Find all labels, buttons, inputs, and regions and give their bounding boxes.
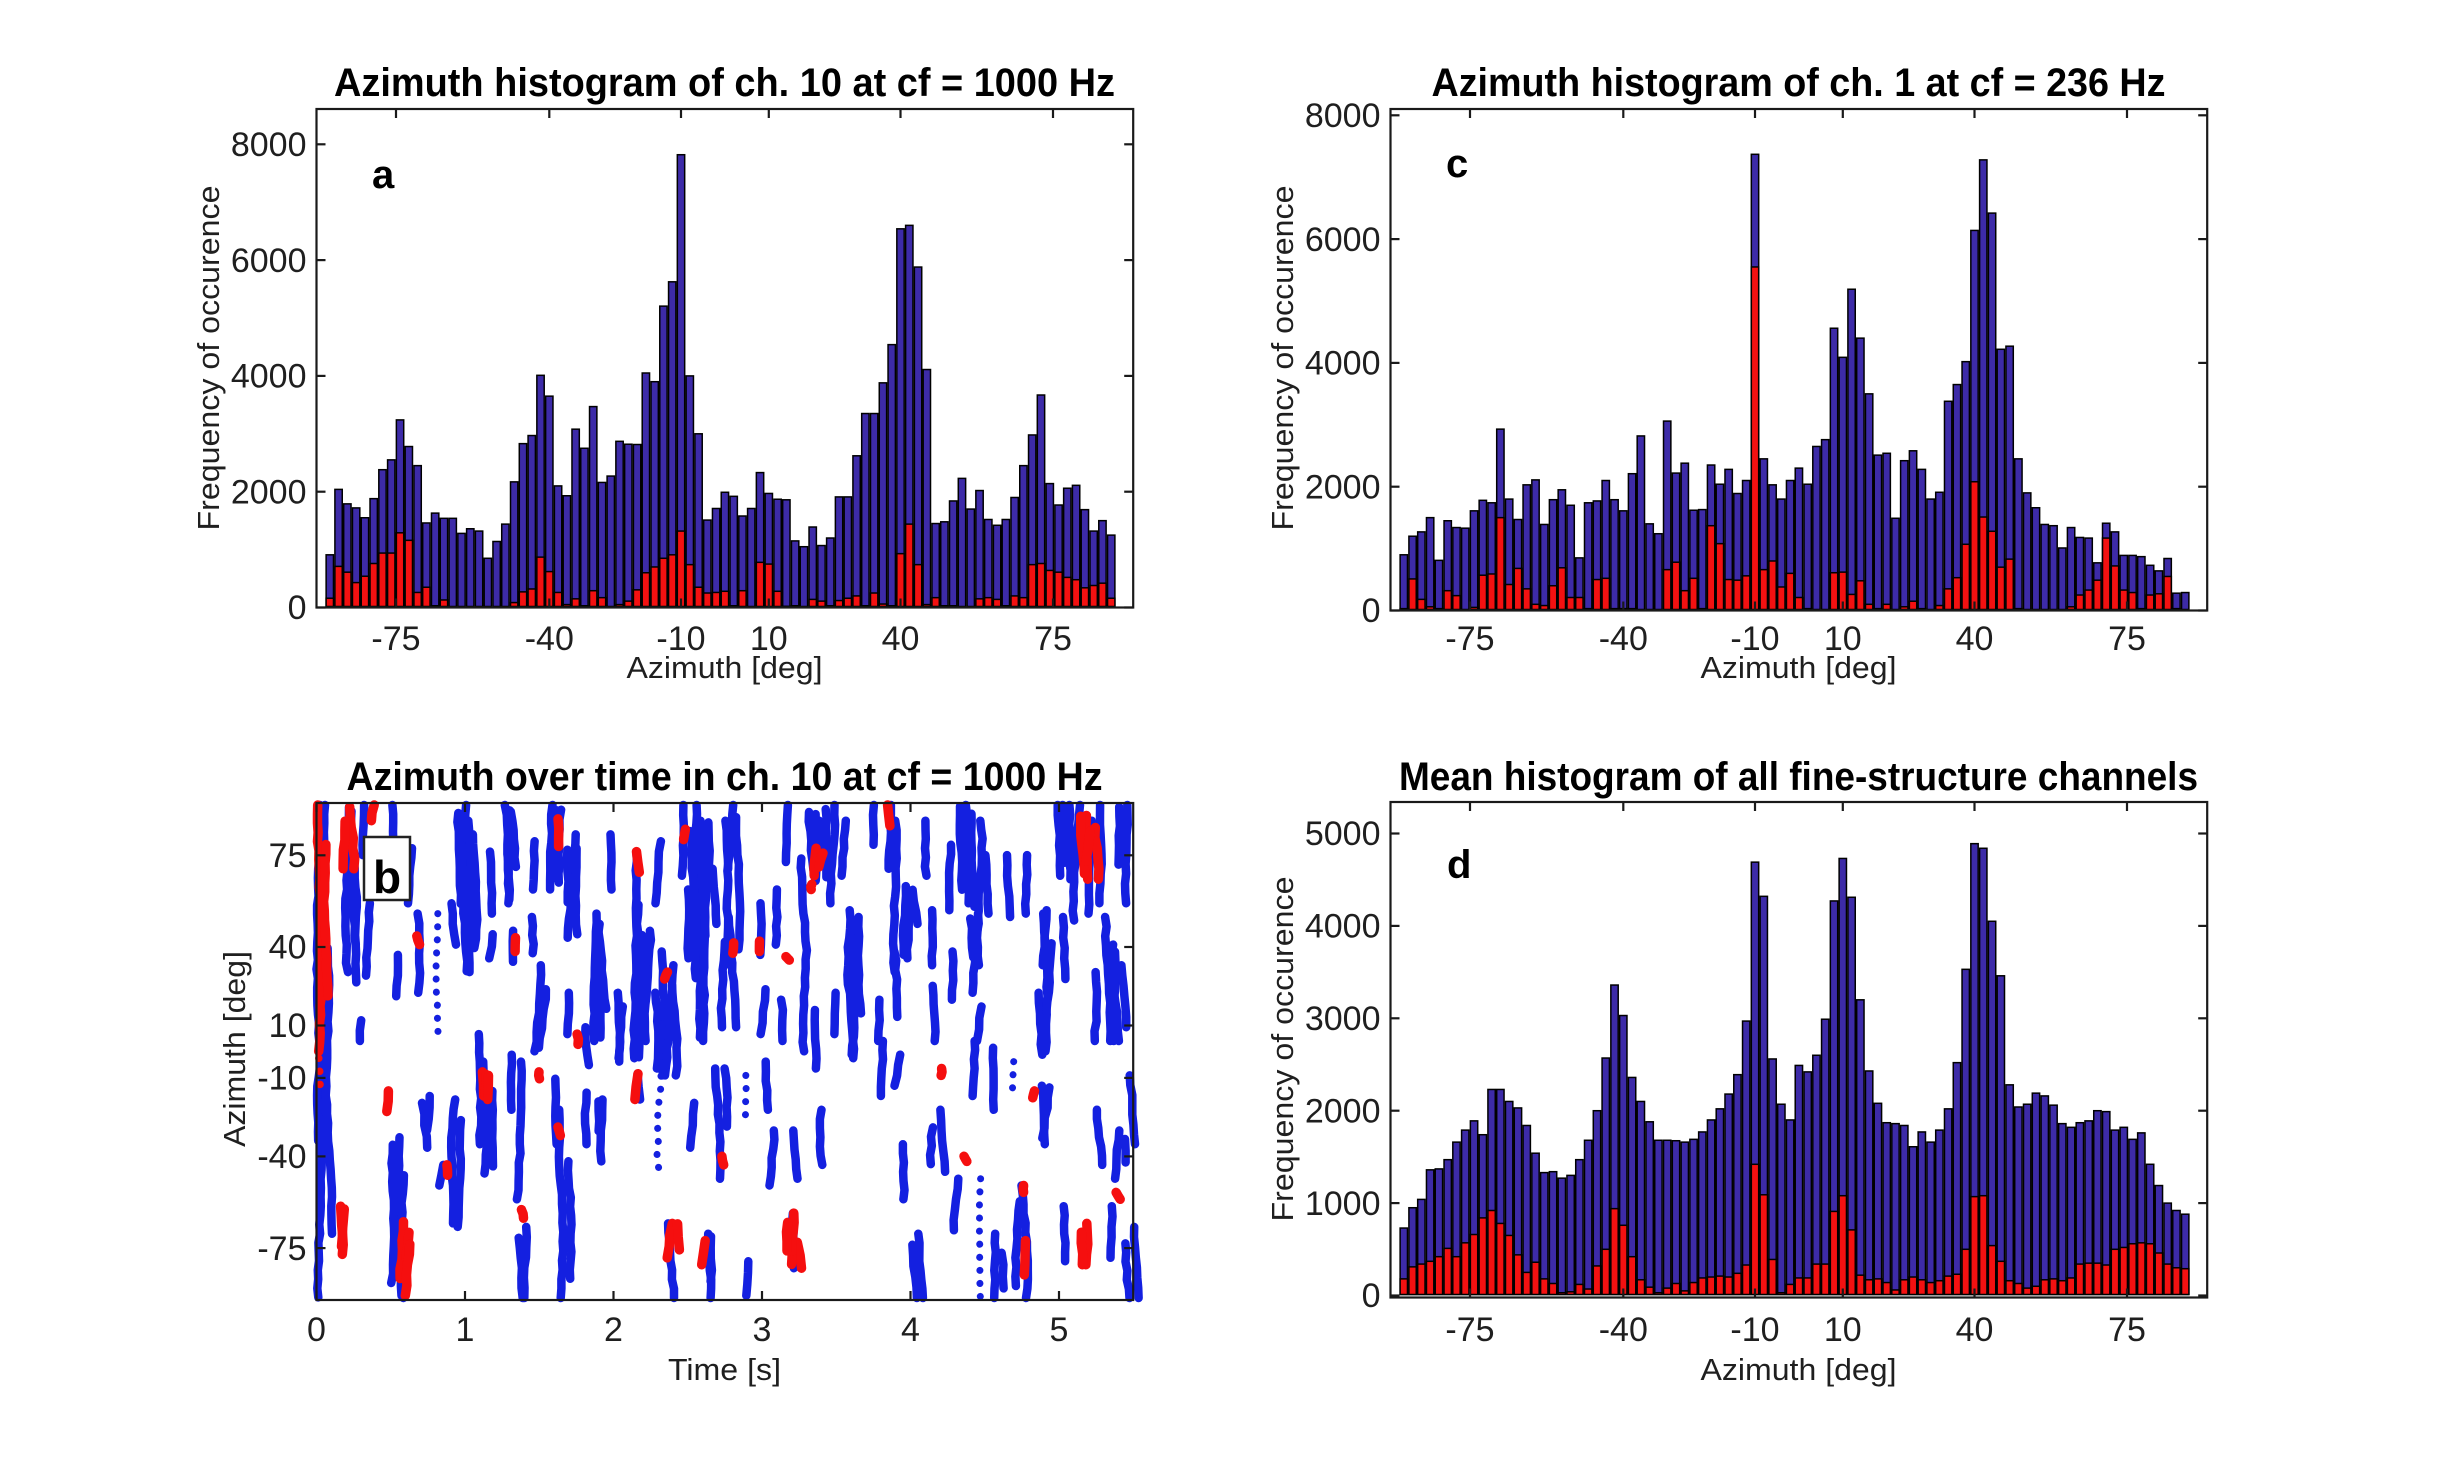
svg-text:Azimuth histogram of ch. 10 at: Azimuth histogram of ch. 10 at cf = 1000… (334, 61, 1115, 105)
svg-text:4000: 4000 (1305, 345, 1381, 383)
svg-text:-75: -75 (1445, 1311, 1494, 1349)
svg-text:0: 0 (307, 1311, 326, 1349)
svg-text:2: 2 (604, 1311, 623, 1349)
svg-text:5000: 5000 (1305, 815, 1381, 853)
svg-text:0: 0 (1362, 1277, 1381, 1315)
svg-text:0: 0 (1362, 592, 1381, 630)
svg-text:10: 10 (1824, 1311, 1862, 1349)
svg-text:8000: 8000 (1305, 97, 1381, 135)
svg-text:40: 40 (1956, 620, 1994, 658)
svg-text:-75: -75 (371, 620, 420, 658)
svg-text:-40: -40 (525, 620, 574, 658)
svg-text:Azimuth [deg]: Azimuth [deg] (1701, 650, 1897, 685)
svg-text:-75: -75 (257, 1230, 306, 1268)
svg-text:2000: 2000 (1305, 468, 1381, 506)
svg-text:40: 40 (269, 929, 307, 967)
svg-text:Mean histogram of all fine-str: Mean histogram of all fine-structure cha… (1399, 755, 2198, 799)
svg-text:4: 4 (901, 1311, 920, 1349)
svg-text:75: 75 (1034, 620, 1072, 658)
svg-text:2000: 2000 (231, 473, 307, 511)
svg-text:-10: -10 (1730, 1311, 1779, 1349)
svg-text:Azimuth [deg]: Azimuth [deg] (1701, 1352, 1897, 1387)
svg-text:Time [s]: Time [s] (668, 1352, 781, 1387)
svg-text:Azimuth [deg]: Azimuth [deg] (217, 951, 252, 1147)
svg-text:1: 1 (456, 1311, 475, 1349)
svg-text:Azimuth [deg]: Azimuth [deg] (627, 650, 823, 685)
svg-text:-40: -40 (1599, 1311, 1648, 1349)
svg-text:b: b (373, 851, 401, 903)
svg-text:0: 0 (288, 589, 307, 627)
svg-text:-40: -40 (257, 1138, 306, 1176)
svg-text:5: 5 (1050, 1311, 1069, 1349)
svg-text:Azimuth histogram of ch. 1 at: Azimuth histogram of ch. 1 at cf = 236 H… (1432, 61, 2166, 105)
svg-text:4000: 4000 (231, 358, 307, 396)
svg-text:Frequency of occurence: Frequency of occurence (1265, 877, 1300, 1222)
svg-text:Azimuth over time in ch. 10 at: Azimuth over time in ch. 10 at cf = 1000… (347, 755, 1103, 799)
svg-text:3: 3 (753, 1311, 772, 1349)
svg-text:Frequency of occurence: Frequency of occurence (191, 185, 226, 530)
svg-text:6000: 6000 (1305, 221, 1381, 259)
svg-text:6000: 6000 (231, 242, 307, 280)
svg-text:75: 75 (2108, 1311, 2146, 1349)
svg-text:-10: -10 (257, 1060, 306, 1098)
svg-text:1000: 1000 (1305, 1185, 1381, 1223)
svg-text:75: 75 (2108, 620, 2146, 658)
svg-text:40: 40 (1956, 1311, 1994, 1349)
svg-text:10: 10 (269, 1007, 307, 1045)
svg-text:-40: -40 (1599, 620, 1648, 658)
svg-text:Frequency of occurence: Frequency of occurence (1265, 186, 1300, 531)
svg-text:c: c (1446, 142, 1468, 186)
svg-text:3000: 3000 (1305, 1000, 1381, 1038)
svg-text:-75: -75 (1445, 620, 1494, 658)
svg-text:d: d (1447, 843, 1471, 887)
svg-text:2000: 2000 (1305, 1092, 1381, 1130)
svg-text:a: a (372, 153, 395, 197)
svg-text:40: 40 (882, 620, 920, 658)
svg-text:4000: 4000 (1305, 908, 1381, 946)
svg-text:75: 75 (269, 837, 307, 875)
svg-text:8000: 8000 (231, 126, 307, 164)
